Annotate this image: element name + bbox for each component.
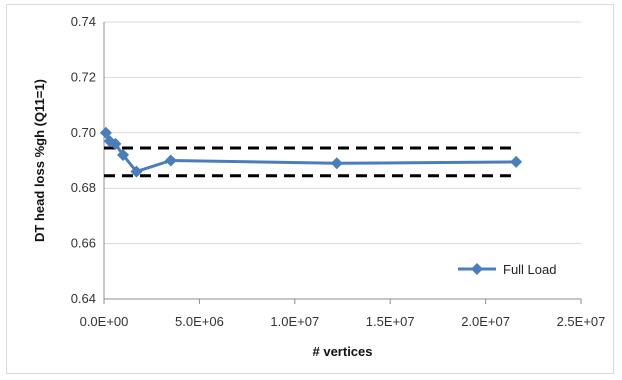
data-point [164, 154, 177, 167]
x-tick-label: 5.0E+06 [175, 314, 224, 329]
data-point [510, 155, 523, 168]
x-tick-label: 0.0E+00 [80, 314, 129, 329]
x-tick-label: 2.0E+07 [461, 314, 510, 329]
data-point [109, 137, 122, 150]
y-axis-title: DT head loss %gh (Q11=1) [32, 79, 47, 242]
x-tick-label: 1.5E+07 [366, 314, 415, 329]
y-tick-label: 0.74 [71, 14, 96, 29]
data-point [130, 165, 143, 178]
axes [103, 22, 582, 304]
reference-lines [104, 146, 517, 178]
grid-lines [104, 21, 581, 245]
x-tick-label: 1.0E+07 [270, 314, 319, 329]
y-tick-label: 0.68 [71, 180, 96, 195]
y-tick-label: 0.72 [71, 69, 96, 84]
y-tick-label: 0.64 [71, 291, 96, 306]
tick-labels: 0.64 0.66 0.68 0.70 0.72 0.74 0.0E+00 5.0E+06 1.… [71, 14, 606, 329]
series-group [99, 126, 523, 178]
data-point [117, 148, 130, 161]
data-point [99, 126, 112, 139]
x-tick-label: 2.5E+07 [557, 314, 606, 329]
legend: Full Load [458, 262, 556, 277]
y-tick-label: 0.66 [71, 236, 96, 251]
data-point [330, 157, 343, 170]
y-tick-label: 0.70 [71, 125, 96, 140]
chart-frame [6, 4, 614, 374]
legend-marker [471, 263, 483, 275]
legend-label-full-load: Full Load [503, 262, 556, 277]
series-line-full-load [104, 132, 517, 174]
x-axis-title: # vertices [313, 344, 373, 359]
